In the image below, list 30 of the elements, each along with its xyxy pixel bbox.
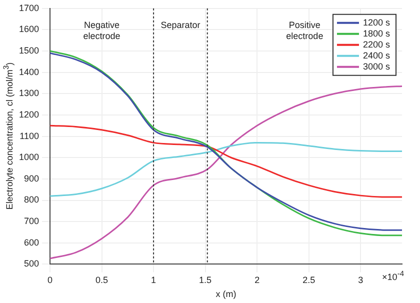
y-tick-label: 1500 [18, 46, 40, 56]
y-tick-label: 1000 [18, 152, 40, 162]
y-tick-label: 1600 [18, 24, 40, 34]
legend-label: 2200 s [362, 39, 390, 50]
annotation: Separator [160, 20, 200, 32]
x-tick-label: 0 [48, 275, 53, 286]
y-tick-label: 600 [24, 237, 40, 248]
text: ×10$^{-4}$ [382, 268, 404, 284]
annotation: Positive electrode [286, 20, 324, 42]
x-tick-label: 0.5 [96, 275, 108, 286]
y-tick-label: 800 [24, 194, 40, 205]
x-tick-label: 2 [254, 275, 260, 286]
y-tick-label: 1100 [20, 130, 40, 141]
y-tick-label: 1400 [18, 66, 40, 77]
y-tick-label: 900 [24, 173, 40, 184]
y-tick-label: 500 [24, 258, 40, 269]
x-tick-label: 1 [151, 275, 156, 286]
x-tick-label: 3 [358, 275, 364, 286]
y-tick-label: 700 [24, 216, 40, 226]
legend-label: 1200 s [362, 17, 390, 28]
legend-label: 1800 s [362, 28, 390, 38]
y-tick-label: 1300 [18, 88, 40, 98]
legend-label: 3000 s [362, 61, 390, 72]
legend-label: 2400 s [362, 50, 390, 60]
x-axis-title: x (m) [216, 289, 236, 300]
x-tick-label: 1.5 [199, 275, 212, 286]
y-tick-label: 1200 [18, 109, 40, 120]
x-tick-label: 2.5 [302, 275, 316, 286]
annotation: Negative electrode [83, 20, 120, 42]
y-tick-label: 1700 [18, 2, 40, 13]
